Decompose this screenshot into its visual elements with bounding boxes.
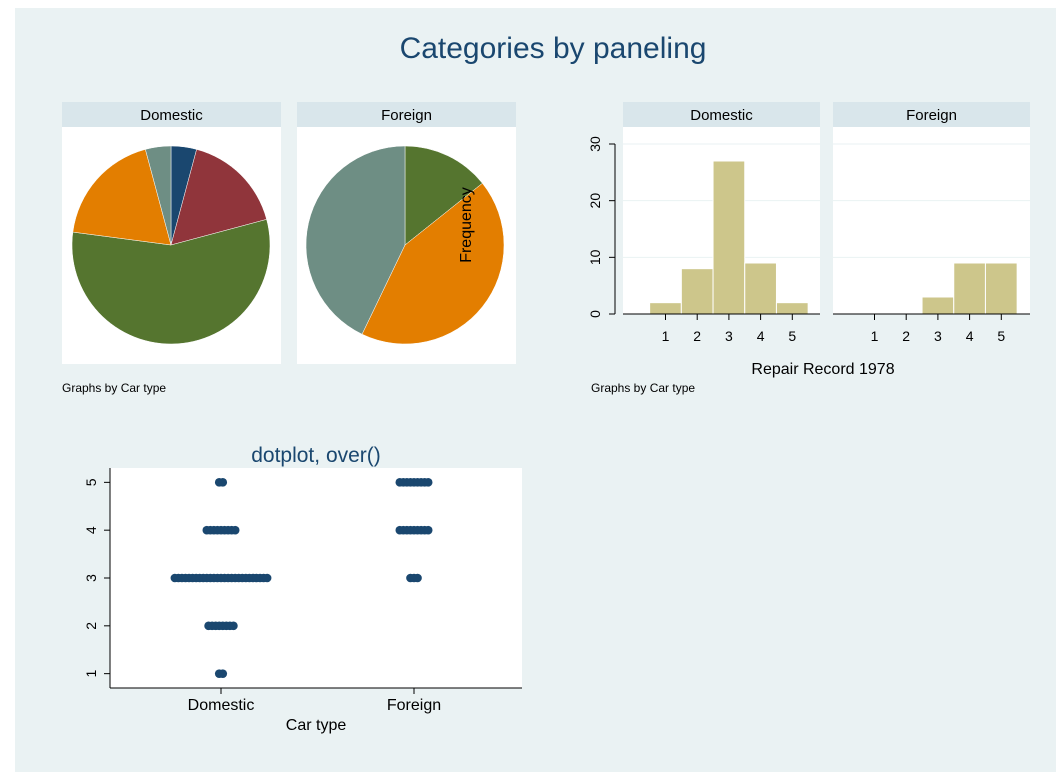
dotplot-x-tick-label: Domestic	[188, 697, 255, 714]
histogram-bar	[744, 262, 777, 315]
x-tick-label: 5	[788, 328, 796, 344]
dotplot-dot	[423, 525, 433, 535]
x-tick-label: 4	[966, 328, 974, 344]
y-tick-label: 10	[587, 249, 603, 265]
dotplot-y-tick-label: 3	[83, 574, 99, 582]
histogram-by-note: Graphs by Car type	[591, 381, 695, 395]
y-tick-label: 0	[587, 310, 603, 318]
histogram-bar	[775, 302, 809, 315]
histogram-panel-header	[833, 102, 1030, 127]
histogram-panel-label: Foreign	[906, 107, 957, 124]
pie-by-note: Graphs by Car type	[62, 381, 166, 395]
dotplot-dot	[423, 478, 433, 487]
dotplot-title: dotplot, over()	[251, 444, 381, 467]
y-tick-label: 20	[587, 193, 603, 209]
dotplot-dot	[218, 669, 228, 678]
dotplot-y-tick-label: 1	[83, 670, 99, 678]
x-tick-label: 2	[693, 328, 701, 344]
x-tick-label: 5	[997, 328, 1005, 344]
histogram-bar	[712, 160, 746, 315]
histogram-bar	[984, 262, 1018, 315]
pie-slice	[170, 149, 267, 246]
dotplot-x-tick-label: Foreign	[387, 697, 441, 714]
histogram-bar	[680, 268, 714, 315]
histogram-x-axis-title: Repair Record 1978	[751, 361, 894, 378]
dotplot-y-tick-label: 2	[83, 622, 99, 630]
dotplot-dot	[229, 621, 238, 631]
histogram-y-axis-title: Frequency	[458, 187, 475, 263]
pie-slice	[72, 149, 172, 246]
dotplot-dot	[218, 478, 228, 487]
pie-panel-label: Domestic	[140, 107, 203, 124]
pie-slice	[71, 219, 271, 345]
pie-slice	[404, 145, 483, 246]
dotplot-x-axis-title: Car type	[286, 717, 347, 734]
pie-slice	[145, 145, 172, 246]
x-tick-label: 1	[662, 328, 670, 344]
dotplot-dot	[262, 573, 272, 583]
dotplot: dotplot, over() 1 2 3 4 5 Domestic Foreign Car t…	[83, 444, 522, 734]
histogram-bar	[921, 296, 955, 315]
dotplot-dot	[230, 525, 240, 535]
y-tick-label: 30	[587, 136, 603, 152]
dotplot-y-tick-label: 4	[83, 526, 99, 534]
pie-panel-header	[297, 102, 516, 127]
x-tick-label: 4	[757, 328, 765, 344]
pie-charts: Domestic Foreign Graphs by Car type	[62, 102, 516, 395]
main-title: Categories by paneling	[400, 32, 707, 65]
histogram-bar	[953, 262, 986, 315]
x-tick-label: 1	[871, 328, 879, 344]
pie-panel-header	[62, 102, 281, 127]
x-tick-label: 2	[902, 328, 910, 344]
pie-panel-label: Foreign	[381, 107, 432, 124]
x-tick-label: 3	[725, 328, 733, 344]
histogram-panel-label: Domestic	[690, 107, 753, 124]
histograms: Domestic 1 2 3 4 5 Foreign 1 2 3 4 5 0 10 20 30 Frequenc…	[458, 102, 1030, 395]
x-tick-label: 3	[934, 328, 942, 344]
pie-slice	[361, 182, 505, 345]
dotplot-y-tick-label: 5	[83, 478, 99, 486]
pie-slice	[305, 145, 406, 335]
histogram-panel-header	[623, 102, 820, 127]
dotplot-dot	[413, 573, 422, 583]
histogram-bar	[649, 302, 682, 315]
